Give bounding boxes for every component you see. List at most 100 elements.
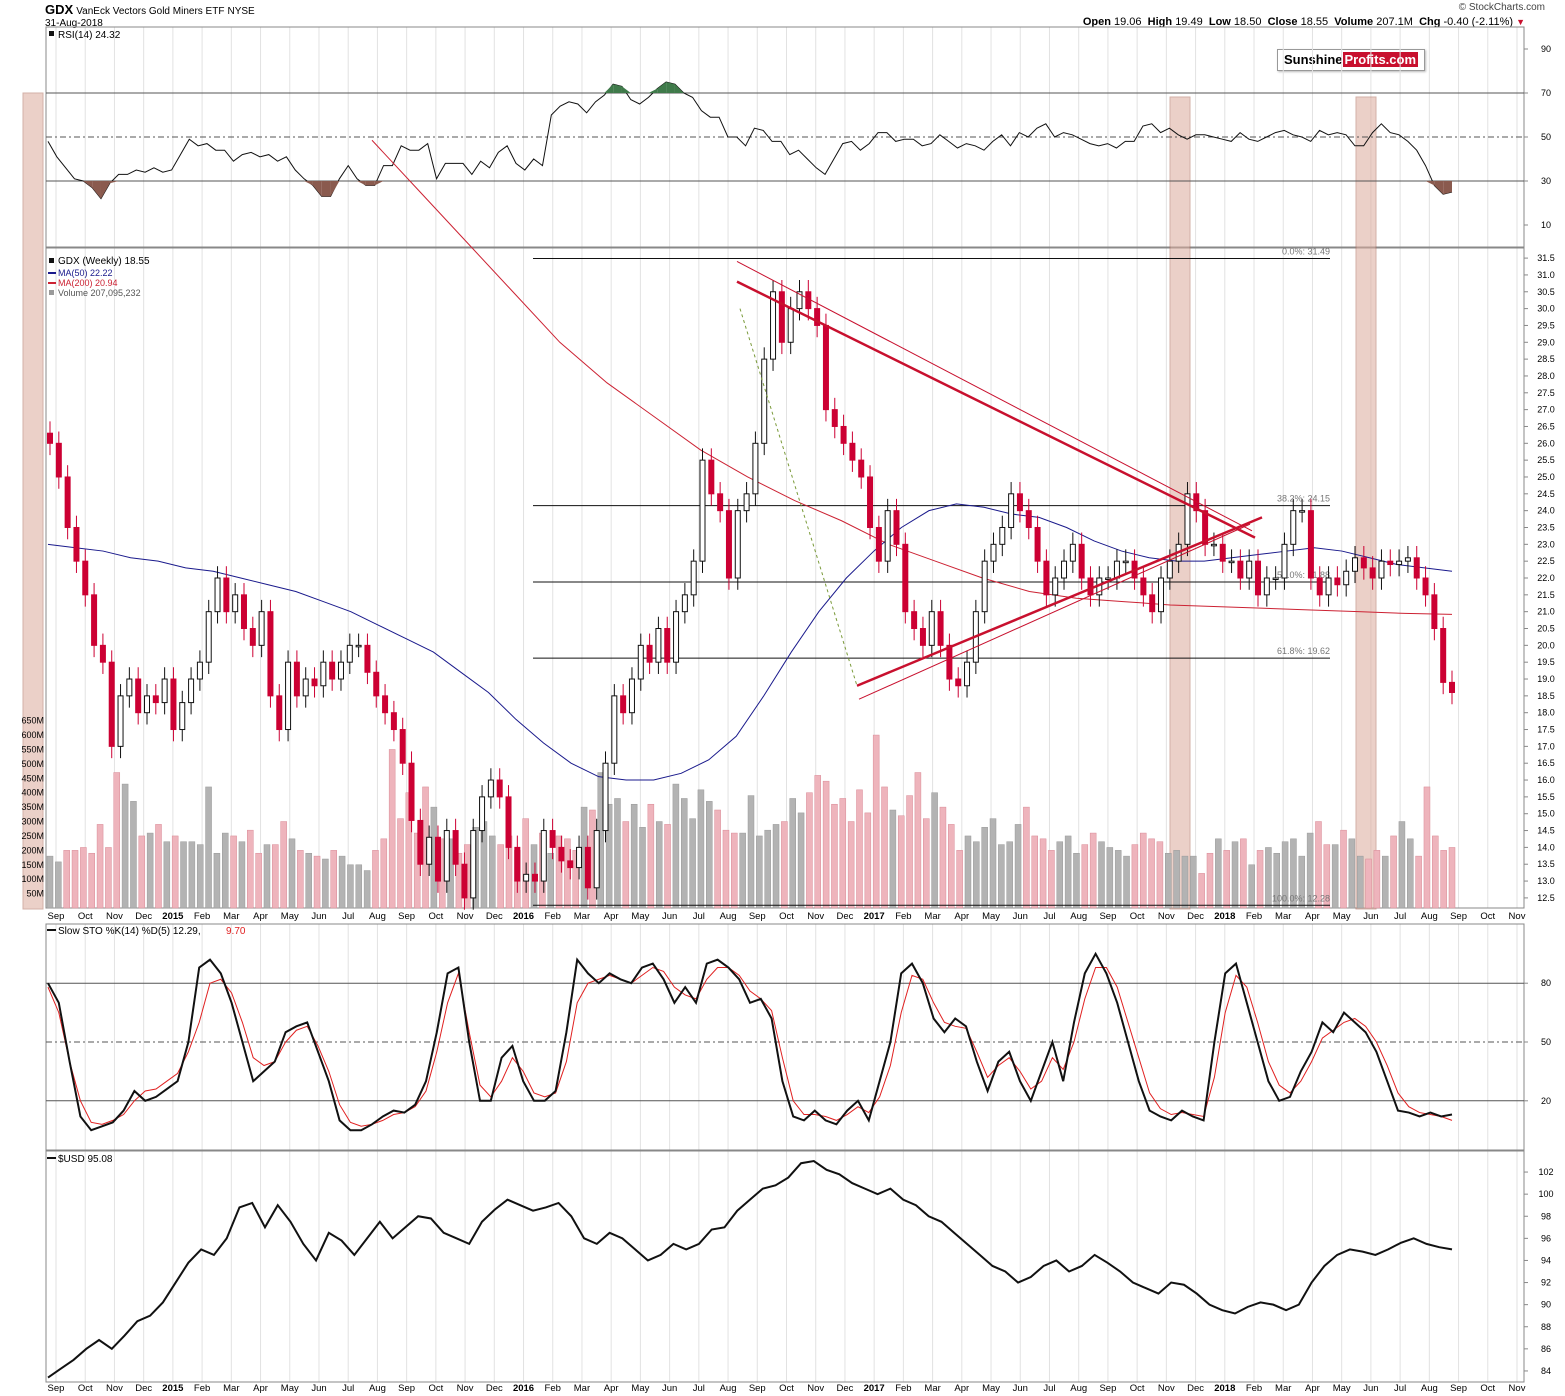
candle-up [787,308,794,343]
candle-down [646,644,653,663]
x-tick-label: 2016 [513,1383,534,1394]
x-tick-label: Aug [1070,911,1087,922]
volume-bar [672,783,680,909]
volume-bar [1190,855,1197,909]
trendlines [736,261,1263,700]
x-tick-label: Oct [428,911,443,922]
volume-bar [847,821,855,909]
price-tick-label: 30.5 [1537,287,1555,297]
price-tick-label: 26.0 [1537,438,1555,448]
volume-bar [639,827,646,909]
candle-up [1352,557,1359,572]
volume-bar [731,832,738,909]
price-tick-label: 18.5 [1537,691,1555,701]
usd-line [47,1159,1453,1379]
candle-up [655,628,662,663]
volume-bar [1106,847,1114,909]
candle-down [725,510,732,579]
usd-tick-label: 90 [1541,1300,1551,1310]
candle-down [946,644,953,680]
candle-down [567,860,574,869]
volume-bar [1423,786,1431,909]
x-tick-label: Nov [457,911,474,922]
x-tick-label: Jun [662,911,677,922]
volume-bar [1331,844,1339,909]
volume-bar [822,780,830,909]
x-tick-label: Sep [1099,1383,1116,1394]
price-tick-label: 17.0 [1537,741,1555,751]
candle-up [1061,560,1068,579]
candle-up [232,594,239,613]
candle-down [814,308,821,326]
x-tick-label: Oct [428,1383,443,1394]
candle-down [170,678,177,731]
candle-down [1025,510,1032,528]
volume-bar [547,852,554,909]
x-tick-label: Jul [342,1383,354,1394]
x-tick-label: Sep [398,911,415,922]
volume-bar [280,821,287,909]
x-tick-label: 2015 [162,911,184,922]
x-tick-label: Aug [1070,1383,1087,1394]
quote-bar: Open 19.06 High 19.49 Low 18.50 Close 18… [1083,16,1525,28]
candle-up [1290,510,1297,545]
x-tick-label: Apr [1305,911,1320,922]
x-tick-label: 2018 [1214,1383,1235,1394]
candle-down [1237,560,1244,579]
candle-down [47,432,53,444]
candle-up [990,543,997,562]
candle-down [858,459,865,478]
x-tick-label: Dec [135,911,152,922]
x-tick-label: May [631,911,649,922]
volume-bar [1306,832,1314,909]
left-band [22,92,44,910]
volume-tick-label: 650M [21,716,44,726]
volume-bar [1390,835,1397,909]
candle-down [452,830,459,865]
usd-tick-label: 84 [1541,1366,1551,1376]
low-value: 18.50 [1233,16,1262,28]
candle-down [849,442,856,461]
symbol: GDX [45,2,74,17]
candle-down [1387,560,1394,566]
candle-up [1404,557,1411,562]
x-tick-label: Aug [1421,911,1438,922]
x-tick-label: Nov [106,911,123,922]
x-tick-label: Feb [194,1383,210,1394]
candle-down [867,476,874,528]
candle-up [1228,560,1235,564]
volume-bar [1365,858,1372,909]
candle-up [602,762,609,832]
volume-tick-label: 100M [21,874,44,884]
rsi-oversold-fill [100,181,110,199]
volume-bar [130,801,137,909]
candle-up [320,661,327,687]
sto-k-line [47,951,1453,1132]
volume-bar [1156,841,1164,909]
volume-bar [330,850,337,909]
candle-down [293,661,300,697]
volume-tick-label: 50M [26,889,44,899]
candle-up [681,594,688,613]
volume-bar [789,798,796,909]
x-tick-label: May [982,911,1000,922]
candle-up [179,702,186,731]
price-tick-label: 18.0 [1537,708,1555,718]
rsi-oversold-fill [374,181,384,186]
candle-up [1008,493,1015,528]
usd-tick-label: 98 [1541,1211,1551,1221]
security-name: VanEck Vectors Gold Miners ETF [76,6,225,17]
high-label: High [1147,16,1173,28]
price-tick-label: 16.5 [1537,758,1555,768]
chg-label: Chg [1419,16,1441,28]
volume-bar [864,812,872,909]
volume-bar [1165,852,1172,909]
candle-up [999,526,1006,545]
x-tick-label: May [1333,911,1351,922]
volume-bar [1181,855,1189,909]
x-axis-usd: Sep Oct Nov Dec 2015 Feb Mar Apr May Jun Jul Aug Sep… [48,1383,1526,1394]
candlesticks [47,279,1455,910]
x-tick-label: 2016 [513,911,534,922]
support-trendline-bold [856,516,1263,687]
volume-bar [46,855,54,909]
